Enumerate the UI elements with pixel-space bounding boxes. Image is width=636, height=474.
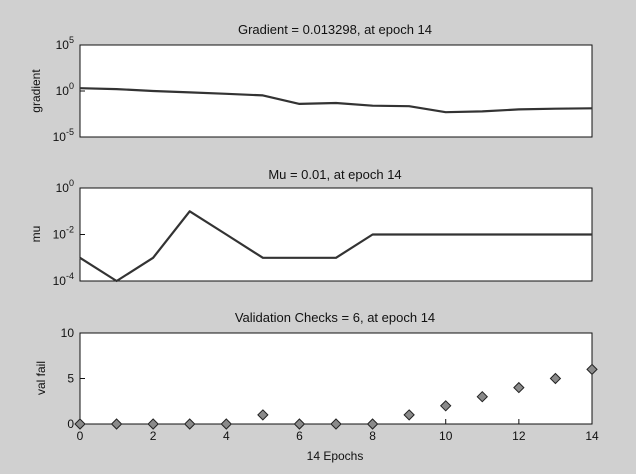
- mu-ylabel: mu: [29, 226, 43, 243]
- val-fail-marker: [403, 409, 415, 421]
- validation-plot-area: [79, 332, 593, 425]
- gradient-ylabel: gradient: [29, 69, 43, 113]
- val-fail-marker: [293, 418, 306, 430]
- validation-ylabel: val fail: [34, 361, 48, 395]
- val-fail-marker: [110, 418, 123, 430]
- xtick-label: 14: [585, 429, 599, 443]
- ytick-label: 10: [61, 326, 75, 340]
- val-fail-marker: [220, 418, 232, 430]
- val-fail-marker: [586, 363, 598, 376]
- ytick-label: 10-4: [53, 271, 74, 288]
- mu-title: Mu = 0.01, at epoch 14: [268, 167, 401, 182]
- validation-markers: [74, 363, 598, 430]
- xtick-label: 6: [296, 429, 303, 443]
- xtick-label: 10: [439, 429, 453, 443]
- val-fail-marker: [257, 409, 269, 421]
- gradient-title: Gradient = 0.013298, at epoch 14: [238, 22, 432, 37]
- val-fail-marker: [147, 418, 159, 430]
- validation-xlabel: 14 Epochs: [307, 449, 364, 463]
- ytick-label: 5: [67, 372, 74, 386]
- validation-title: Validation Checks = 6, at epoch 14: [235, 310, 435, 325]
- gradient-panel: Gradient = 0.013298, at epoch 14 gradien…: [29, 22, 593, 144]
- ytick-label: 100: [56, 178, 74, 195]
- val-fail-marker: [549, 372, 562, 385]
- xtick-label: 8: [369, 429, 376, 443]
- val-fail-marker: [513, 381, 525, 394]
- val-fail-marker: [440, 400, 452, 412]
- ytick-label: 10-5: [53, 127, 74, 144]
- val-fail-marker: [366, 418, 379, 430]
- ytick-label: 0: [67, 417, 74, 431]
- val-fail-marker: [74, 418, 86, 430]
- xtick-label: 4: [223, 429, 230, 443]
- ytick-label: 10-2: [53, 225, 74, 242]
- xtick-label: 12: [512, 429, 526, 443]
- val-fail-marker: [476, 390, 488, 403]
- val-fail-marker: [184, 418, 196, 430]
- gradient-series-line: [79, 87, 593, 114]
- xtick-label: 0: [77, 429, 84, 443]
- xtick-label: 2: [150, 429, 157, 443]
- mu-series-line: [79, 210, 592, 283]
- val-fail-marker: [330, 418, 342, 430]
- validation-panel: Validation Checks = 6, at epoch 14 val f…: [34, 310, 599, 463]
- mu-panel: Mu = 0.01, at epoch 14 mu 100 10-2 10-4: [29, 167, 593, 288]
- ytick-label: 105: [56, 35, 74, 52]
- ytick-label: 100: [56, 81, 74, 98]
